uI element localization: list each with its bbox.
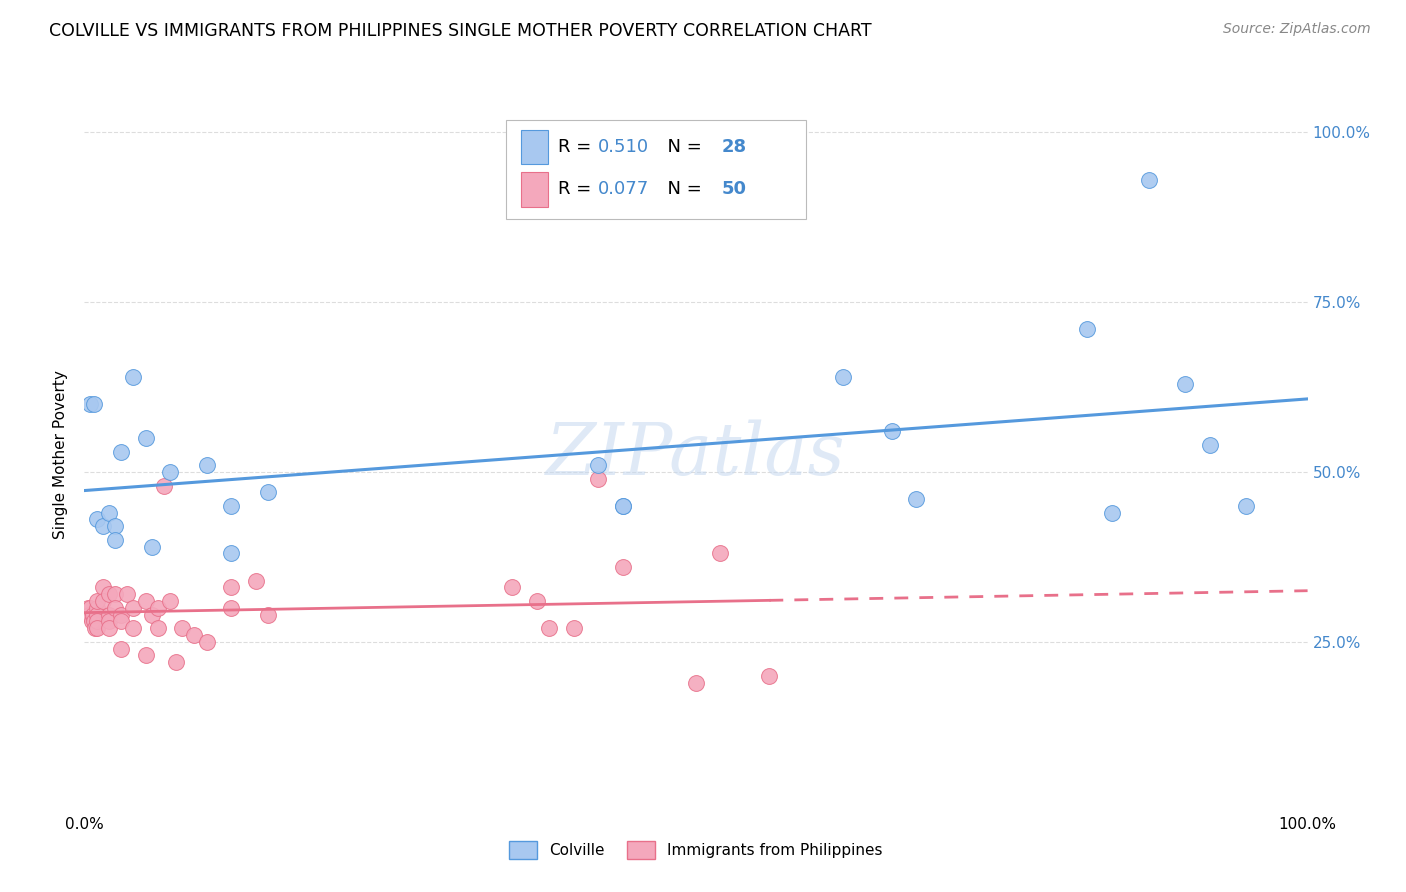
Point xyxy=(586,472,609,486)
Point xyxy=(122,600,145,615)
Text: Source: ZipAtlas.com: Source: ZipAtlas.com xyxy=(1223,22,1371,37)
Point xyxy=(104,533,127,547)
Point xyxy=(97,607,120,622)
Point xyxy=(195,458,218,472)
Point xyxy=(612,499,634,513)
Point xyxy=(153,478,176,492)
Point xyxy=(86,621,108,635)
Point xyxy=(612,560,634,574)
Point xyxy=(77,600,100,615)
Point xyxy=(115,587,138,601)
Text: 28: 28 xyxy=(721,137,747,155)
Point xyxy=(880,424,903,438)
Text: 50: 50 xyxy=(721,180,747,198)
Point xyxy=(86,607,108,622)
Point xyxy=(502,581,524,595)
Point xyxy=(219,600,242,615)
Point xyxy=(526,594,548,608)
Text: 0.077: 0.077 xyxy=(598,180,650,198)
Point xyxy=(257,485,280,500)
Text: 0.510: 0.510 xyxy=(598,137,650,155)
Point xyxy=(86,615,108,629)
Point xyxy=(97,615,120,629)
Point xyxy=(165,655,187,669)
Point xyxy=(97,587,120,601)
Point xyxy=(685,675,707,690)
Point xyxy=(1101,506,1123,520)
Bar xyxy=(522,172,548,207)
Point xyxy=(219,546,242,560)
Point xyxy=(110,444,132,458)
Point xyxy=(97,621,120,635)
Point xyxy=(97,506,120,520)
Point xyxy=(195,635,218,649)
Point xyxy=(86,512,108,526)
Point xyxy=(83,615,105,629)
Point xyxy=(831,369,853,384)
Point xyxy=(562,621,585,635)
Point xyxy=(110,607,132,622)
Text: ZIPatlas: ZIPatlas xyxy=(546,419,846,491)
Point xyxy=(146,600,169,615)
Text: N =: N = xyxy=(655,180,707,198)
Point xyxy=(83,397,105,411)
Point xyxy=(91,581,114,595)
Point xyxy=(1236,499,1258,513)
Point xyxy=(159,465,181,479)
Point xyxy=(77,607,100,622)
Point xyxy=(104,587,127,601)
Point xyxy=(709,546,731,560)
Point xyxy=(1076,322,1098,336)
Point xyxy=(257,607,280,622)
Text: R =: R = xyxy=(558,180,596,198)
Point xyxy=(79,397,101,411)
Point xyxy=(135,431,157,445)
Point xyxy=(586,458,609,472)
Point xyxy=(146,621,169,635)
Point xyxy=(612,499,634,513)
Point xyxy=(82,607,104,622)
Point xyxy=(84,621,107,635)
Point xyxy=(1137,172,1160,186)
Bar xyxy=(522,129,548,164)
Point xyxy=(110,641,132,656)
Point xyxy=(122,621,145,635)
Y-axis label: Single Mother Poverty: Single Mother Poverty xyxy=(53,370,69,540)
Point xyxy=(141,607,163,622)
Point xyxy=(905,492,928,507)
Point xyxy=(141,540,163,554)
FancyBboxPatch shape xyxy=(506,120,806,219)
Point xyxy=(159,594,181,608)
Point xyxy=(86,600,108,615)
Point xyxy=(183,628,205,642)
Point xyxy=(135,648,157,663)
Point xyxy=(135,594,157,608)
Text: COLVILLE VS IMMIGRANTS FROM PHILIPPINES SINGLE MOTHER POVERTY CORRELATION CHART: COLVILLE VS IMMIGRANTS FROM PHILIPPINES … xyxy=(49,22,872,40)
Point xyxy=(172,621,194,635)
Point xyxy=(219,499,242,513)
Point xyxy=(122,369,145,384)
Point xyxy=(80,615,103,629)
Point xyxy=(104,519,127,533)
Text: R =: R = xyxy=(558,137,596,155)
Point xyxy=(79,600,101,615)
Legend: Colville, Immigrants from Philippines: Colville, Immigrants from Philippines xyxy=(503,835,889,864)
Point xyxy=(110,615,132,629)
Point xyxy=(245,574,267,588)
Point xyxy=(86,594,108,608)
Point xyxy=(104,600,127,615)
Point xyxy=(758,669,780,683)
Text: N =: N = xyxy=(655,137,707,155)
Point xyxy=(91,519,114,533)
Point xyxy=(219,581,242,595)
Point xyxy=(91,594,114,608)
Point xyxy=(538,621,561,635)
Point xyxy=(1198,438,1220,452)
Point xyxy=(1174,376,1197,391)
